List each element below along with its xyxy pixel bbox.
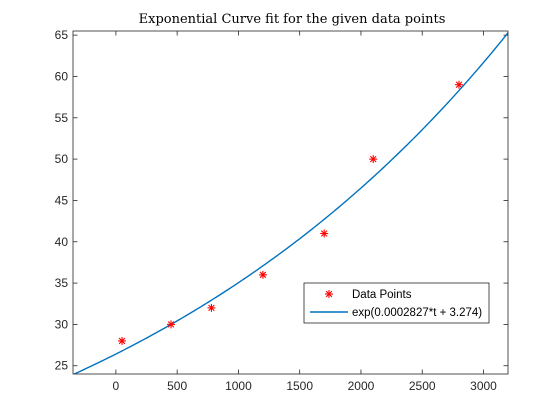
y-tick-label: 45 [55,193,69,207]
x-tick-label: 3000 [470,379,497,393]
y-tick-label: 60 [55,69,69,83]
legend-label-data-points: Data Points [352,289,412,301]
legend-box [303,282,490,324]
data-point [258,270,267,279]
x-tick-label: 1500 [286,379,313,393]
x-tick-label: 2500 [409,379,436,393]
axes-frame [72,30,509,375]
y-tick-label: 55 [55,111,69,125]
y-tick-label: 65 [55,28,69,42]
y-tick-label: 30 [55,317,69,331]
legend-scatter-marker [325,290,333,298]
data-point [454,80,463,89]
x-tick-label: 2000 [348,379,375,393]
y-tick-label: 50 [55,152,69,166]
x-tick-label: 0 [113,379,120,393]
y-tick-label: 25 [55,359,69,373]
x-tick-label: 1000 [225,379,252,393]
chart-title: Exponential Curve fit for the given data… [139,12,446,27]
legend-label-fit: exp(0.0002827*t + 3.274) [352,307,482,319]
data-point [118,336,127,345]
fit-curve-line [73,32,508,374]
y-tick-label: 40 [55,235,69,249]
y-tick-label: 35 [55,276,69,290]
x-tick-label: 500 [167,379,187,393]
legend: Data Points exp(0.0002827*t + 3.274) [303,282,490,324]
plot-area: 0 500 1000 1500 2000 2500 3000 25 30 35 40 45 50 55 60… [55,28,509,393]
data-point [167,320,176,329]
data-point [207,303,216,312]
data-point [369,155,378,164]
data-point [320,229,329,238]
